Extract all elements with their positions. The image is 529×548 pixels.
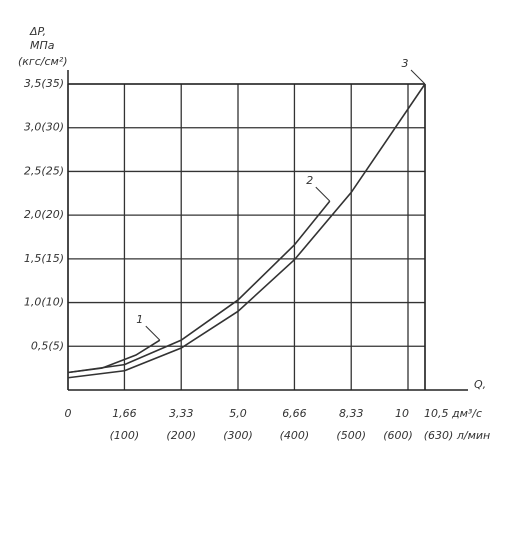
y-tick-label: 2,5(25) xyxy=(24,164,64,177)
label-leader xyxy=(145,325,161,341)
y-tick-label: 1,5(15) xyxy=(24,252,64,265)
x-tick-label: 10,5 дм³/с xyxy=(424,407,482,420)
x-tick-label: 3,33 xyxy=(169,407,194,420)
y-tick-label: 3,0(30) xyxy=(24,121,64,134)
y-axis-label: МПа xyxy=(30,39,55,52)
curve-label: 3 xyxy=(402,57,409,70)
curve xyxy=(67,83,426,379)
x-tick-label-secondary: (100) xyxy=(110,429,140,442)
y-axis-label: (кгс/см²) xyxy=(18,55,68,68)
x-tick-label: 5,0 xyxy=(229,407,247,420)
curve-label: 2 xyxy=(306,174,313,187)
x-tick-label: 6,66 xyxy=(282,407,307,420)
x-axis-label: Q, xyxy=(474,378,486,391)
x-tick-label-secondary: (500) xyxy=(336,429,366,442)
x-tick-label: 1,66 xyxy=(112,407,137,420)
label-leader xyxy=(315,186,331,202)
x-tick-label: 10 xyxy=(395,407,409,420)
x-tick-label-secondary: (600) xyxy=(383,429,413,442)
curve xyxy=(67,339,161,374)
y-axis-label: ΔP, xyxy=(29,25,46,38)
x-tick-label: 0 xyxy=(65,407,72,420)
x-tick-label: 8,33 xyxy=(339,407,364,420)
y-tick-label: 0,5(5) xyxy=(31,339,64,352)
x-tick-label-secondary: (200) xyxy=(166,429,196,442)
curve xyxy=(67,200,331,374)
curve-label: 1 xyxy=(136,313,143,326)
y-tick-label: 3,5(35) xyxy=(24,77,64,90)
x-tick-label-secondary: (630) л/мин xyxy=(424,429,490,442)
y-tick-label: 1,0(10) xyxy=(24,296,64,309)
y-tick-label: 2,0(20) xyxy=(24,208,64,221)
x-tick-label-secondary: (400) xyxy=(280,429,310,442)
label-leader xyxy=(410,69,426,85)
x-tick-label-secondary: (300) xyxy=(223,429,253,442)
